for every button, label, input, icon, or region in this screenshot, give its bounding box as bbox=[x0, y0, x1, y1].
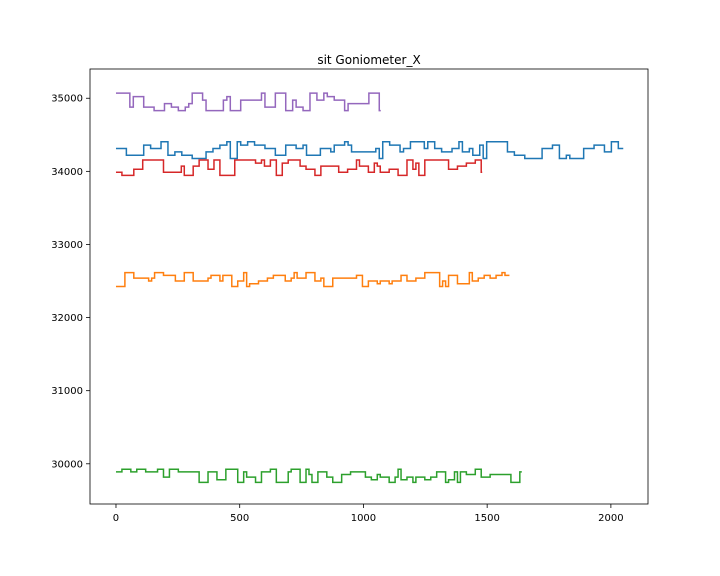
series-layer bbox=[115, 92, 624, 484]
y-tick-label: 31000 bbox=[51, 386, 83, 397]
series-line-5 bbox=[115, 92, 381, 112]
x-axis: 0 500 1000 1500 2000 bbox=[113, 504, 624, 524]
x-tick-label: 2000 bbox=[598, 513, 623, 524]
y-tick-label: 33000 bbox=[51, 240, 83, 251]
x-tick-label: 500 bbox=[230, 513, 249, 524]
y-axis: 30000 31000 32000 33000 34000 35000 bbox=[51, 94, 90, 470]
series-line-1 bbox=[115, 140, 624, 160]
series-line-3 bbox=[115, 468, 522, 484]
x-tick-label: 1000 bbox=[351, 513, 376, 524]
series-line-4 bbox=[115, 159, 483, 177]
y-tick-label: 30000 bbox=[51, 459, 83, 470]
plot-frame bbox=[89, 68, 649, 505]
y-tick-label: 34000 bbox=[51, 167, 83, 178]
y-tick-label: 35000 bbox=[51, 94, 83, 105]
y-tick-label: 32000 bbox=[51, 313, 83, 324]
x-tick-label: 0 bbox=[113, 513, 119, 524]
series-line-2 bbox=[115, 271, 510, 288]
x-tick-label: 1500 bbox=[474, 513, 499, 524]
chart-title: sit Goniometer_X bbox=[317, 53, 420, 67]
